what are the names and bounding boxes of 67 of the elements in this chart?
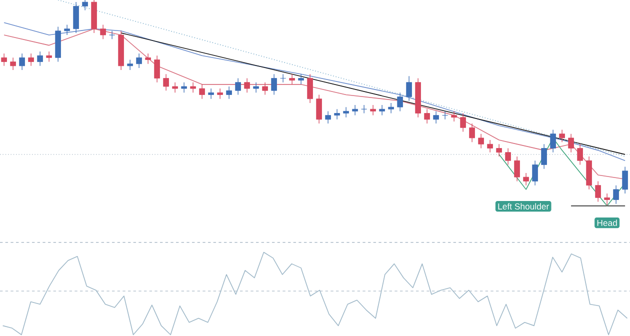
- annotation: Left Shoulder: [498, 203, 549, 210]
- candlestick: [181, 82, 187, 93]
- candlestick: [388, 102, 394, 114]
- candlestick: [325, 110, 331, 124]
- candlestick: [100, 24, 106, 40]
- candlestick: [37, 51, 43, 66]
- candlestick: [28, 53, 34, 66]
- candlestick: [262, 82, 268, 96]
- candlestick: [496, 144, 502, 157]
- candlestick: [316, 94, 322, 124]
- candlestick: [460, 112, 466, 132]
- candlestick: [298, 74, 304, 85]
- candlestick: [433, 110, 439, 124]
- candlestick: [136, 53, 142, 68]
- candlestick: [559, 129, 565, 142]
- candlestick: [352, 104, 358, 116]
- candlestick: [505, 148, 511, 166]
- candlestick: [235, 78, 241, 96]
- candlestick: [82, 0, 88, 11]
- candlestick: [190, 82, 196, 93]
- candlestick: [532, 160, 538, 186]
- candlestick: [523, 172, 529, 186]
- candlestick: [379, 104, 385, 116]
- candlestick: [73, 2, 79, 34]
- candlestick: [361, 104, 367, 114]
- candlestick: [514, 156, 520, 182]
- candlestick: [550, 129, 556, 153]
- candlestick: [595, 180, 601, 202]
- candlestick: [253, 82, 259, 93]
- candlestick: [343, 106, 349, 118]
- candlestick: [334, 108, 340, 120]
- candlestick: [145, 53, 151, 64]
- candlestick: [478, 134, 484, 149]
- candlestick: [46, 51, 52, 62]
- candlestick: [289, 74, 295, 85]
- candlestick: [541, 144, 547, 170]
- text: Head: [597, 220, 617, 226]
- candlestick: [577, 144, 583, 166]
- candlestick: [226, 86, 232, 100]
- candlestick: [568, 134, 574, 153]
- candlestick: [424, 108, 430, 124]
- candlestick: [163, 74, 169, 91]
- candlestick: [442, 110, 448, 120]
- candlestick: [199, 84, 205, 100]
- candlestick: [244, 78, 250, 93]
- candlestick: [10, 57, 16, 70]
- candlestick: [487, 140, 493, 153]
- candlestick: [613, 184, 619, 204]
- candlestick: [154, 55, 160, 83]
- candlestick: [172, 82, 178, 93]
- candlestick: [217, 88, 223, 100]
- candlestick: [604, 193, 610, 206]
- candlestick: [1, 53, 7, 66]
- candlestick: [271, 74, 277, 96]
- candlestick: [127, 59, 133, 70]
- candlestick: [622, 166, 628, 194]
- candlestick: [64, 24, 70, 36]
- candlestick: [280, 74, 286, 83]
- candlestick: [307, 74, 313, 104]
- candlestick: [397, 92, 403, 112]
- candlestick: [208, 88, 214, 100]
- candlestick: [406, 76, 412, 102]
- candlestick: [370, 104, 376, 116]
- candlestick: [469, 123, 475, 142]
- candlestick: [19, 53, 25, 70]
- candlestick: [451, 110, 457, 122]
- candlestick: [109, 30, 115, 40]
